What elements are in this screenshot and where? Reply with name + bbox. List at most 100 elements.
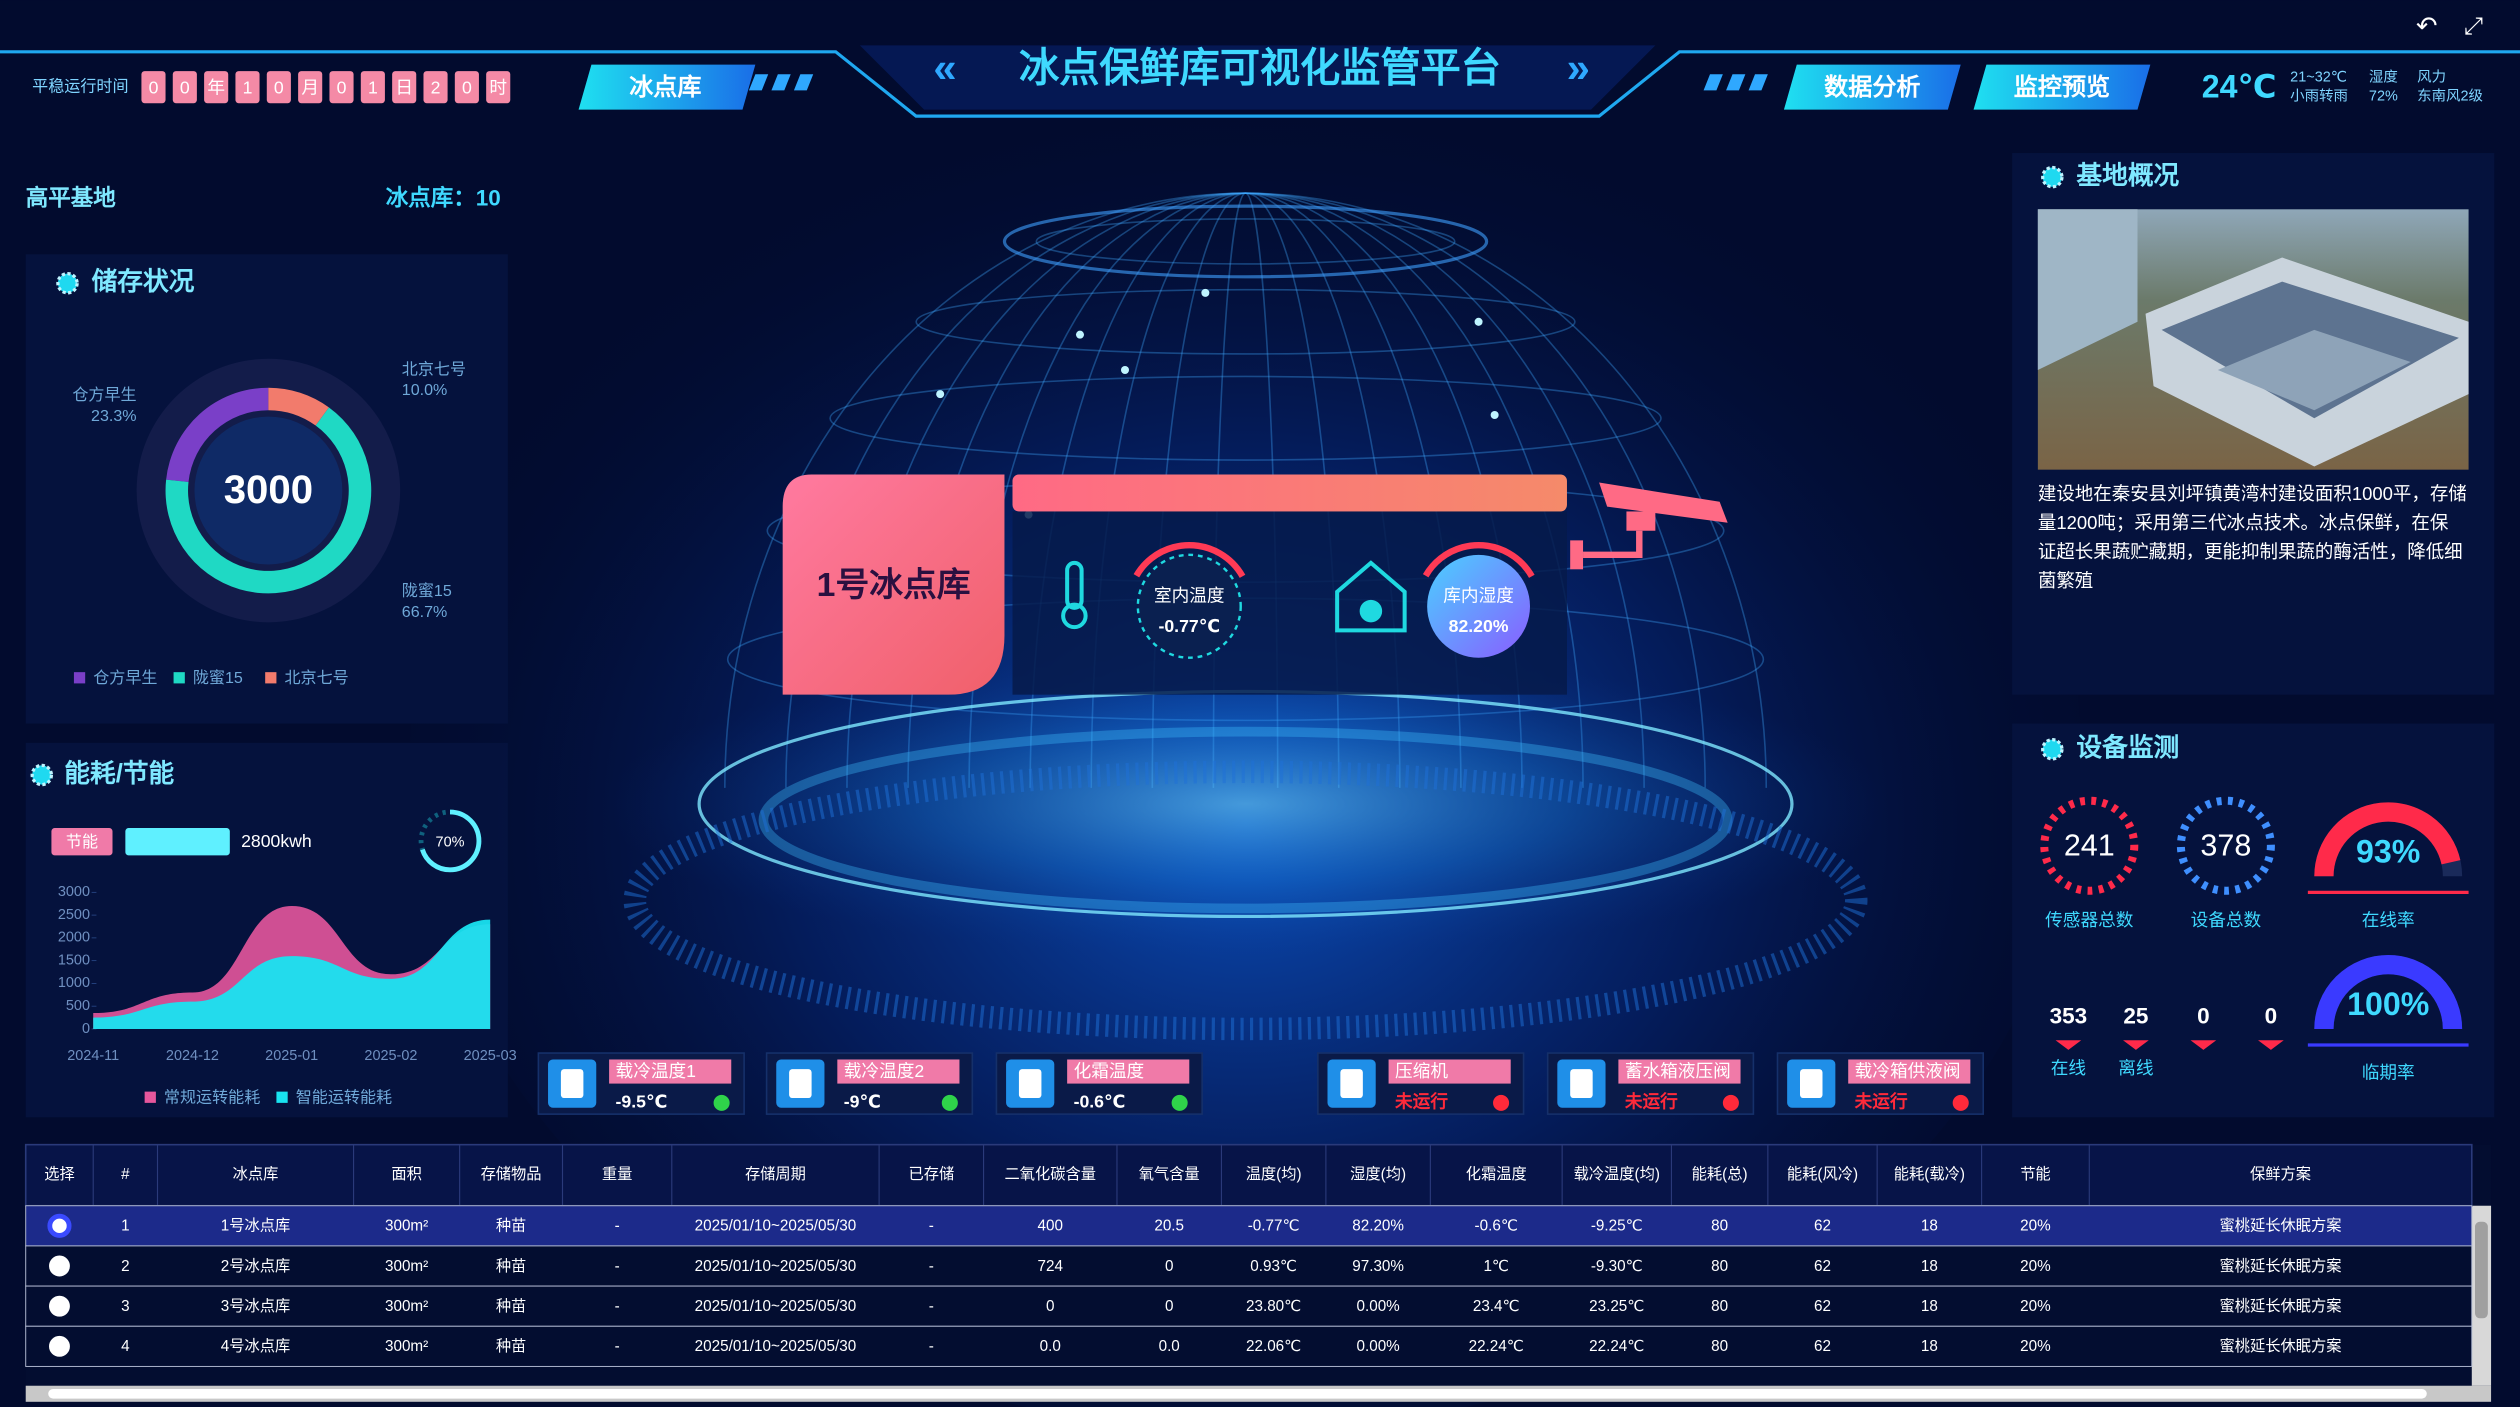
table-cell: 蜜桃延长休眠方案 bbox=[2220, 1337, 2342, 1355]
row-radio[interactable] bbox=[49, 1255, 70, 1277]
table-cell: 3号冰点库 bbox=[221, 1298, 290, 1315]
count-label: 在线 bbox=[2051, 1058, 2086, 1078]
count-marker bbox=[2055, 1040, 2082, 1050]
tag-label: 节能 bbox=[66, 833, 98, 851]
globe-meridian bbox=[1029, 192, 1462, 788]
nav-button[interactable] bbox=[578, 64, 756, 110]
table-cell: 0.93℃ bbox=[1250, 1258, 1297, 1275]
globe-node bbox=[1075, 330, 1085, 339]
status-value: -9℃ bbox=[844, 1092, 881, 1112]
status-name-bar bbox=[609, 1059, 732, 1084]
status-value: 未运行 bbox=[1855, 1091, 1908, 1112]
description-line: 证超长果蔬贮藏期，更能抑制果蔬的酶活性，降低细 bbox=[2038, 541, 2463, 562]
runtime-box bbox=[172, 71, 197, 104]
table-cell: 18 bbox=[1921, 1338, 1938, 1355]
area bbox=[93, 919, 491, 1029]
weather-label: 风力 bbox=[2417, 68, 2446, 85]
legend-label: 陇蜜15 bbox=[193, 668, 243, 687]
fullscreen-icon[interactable]: ⤢ bbox=[2464, 13, 2483, 40]
description-line: 菌繁殖 bbox=[2038, 570, 2093, 591]
count-value: 353 bbox=[2050, 1004, 2088, 1029]
row-radio[interactable] bbox=[49, 1295, 70, 1317]
weather-humidity: 72% bbox=[2369, 89, 2398, 105]
row-radio[interactable] bbox=[49, 1335, 70, 1357]
table-cell: 80 bbox=[1711, 1258, 1728, 1275]
table-cell: 300m² bbox=[385, 1338, 428, 1355]
ring-label: 70% bbox=[436, 834, 465, 850]
camera-icon bbox=[1570, 482, 1728, 570]
deco-stripes bbox=[748, 74, 814, 91]
globe-parallel bbox=[1035, 218, 1456, 265]
status-icon-inner bbox=[1340, 1069, 1363, 1099]
donut-center bbox=[194, 416, 343, 565]
table-cell: 80 bbox=[1711, 1218, 1728, 1235]
y-tick-label: 3000 bbox=[58, 884, 90, 900]
status-icon-inner bbox=[560, 1069, 584, 1099]
nav-button[interactable] bbox=[1783, 64, 1961, 110]
table-cell: -9.25℃ bbox=[1591, 1218, 1643, 1235]
legend-label: 仓方早生 bbox=[93, 669, 157, 687]
runtime-digit: 0 bbox=[337, 77, 347, 97]
section-icon bbox=[2041, 738, 2064, 761]
table-row bbox=[25, 1325, 2473, 1367]
section-icon bbox=[30, 763, 54, 787]
stat-ring bbox=[2176, 796, 2275, 895]
globe-parallel bbox=[829, 375, 1662, 461]
x-tick-label: 2024-11 bbox=[67, 1048, 119, 1064]
globe-cap bbox=[1002, 204, 1489, 279]
column-header: 节能 bbox=[2020, 1166, 2050, 1183]
stat-ring bbox=[2040, 796, 2139, 895]
table-cell: 20% bbox=[2020, 1298, 2051, 1315]
scrollbar-thumb[interactable] bbox=[2475, 1221, 2488, 1319]
x-tick-label: 2025-01 bbox=[265, 1048, 318, 1064]
table-cell: 2025/01/10~2025/05/30 bbox=[695, 1298, 857, 1315]
table-cell: 20.5 bbox=[1154, 1218, 1184, 1235]
gauge-label: 室内温度 bbox=[1154, 585, 1225, 605]
table-cell: 62 bbox=[1814, 1338, 1831, 1355]
photo-sky bbox=[2037, 209, 2138, 371]
status-name-bar bbox=[1618, 1059, 1741, 1084]
globe-parallel bbox=[915, 288, 1576, 355]
runtime-digit: 1 bbox=[368, 77, 378, 97]
count-marker bbox=[2123, 1040, 2149, 1050]
table-cell: 23.25℃ bbox=[1589, 1298, 1644, 1315]
table-cell: 18 bbox=[1921, 1218, 1938, 1235]
runtime-box bbox=[423, 71, 448, 104]
table-cell: 2025/01/10~2025/05/30 bbox=[695, 1338, 857, 1355]
thermometer-icon bbox=[1061, 560, 1088, 630]
status-icon-inner bbox=[1800, 1069, 1823, 1099]
stat-value: 241 bbox=[2064, 828, 2115, 862]
status-dot bbox=[1952, 1094, 1969, 1111]
table-cell: 0.0 bbox=[1040, 1338, 1061, 1355]
table-cell: 0 bbox=[1165, 1258, 1173, 1275]
legend-label: 智能运转能耗 bbox=[296, 1088, 392, 1106]
store-card bbox=[782, 474, 1005, 695]
table-cell: -9.30℃ bbox=[1591, 1258, 1643, 1275]
panel-title: 储存状况 bbox=[92, 266, 195, 296]
gauge-name: 临期率 bbox=[2362, 1063, 2415, 1083]
globe-meridian bbox=[907, 192, 1584, 788]
table-cell: 0.0 bbox=[1159, 1338, 1180, 1355]
store-bar bbox=[1012, 474, 1567, 512]
weather-label: 湿度 bbox=[2369, 68, 2398, 85]
table-cell: 1 bbox=[121, 1218, 129, 1235]
scrollbar-thumb[interactable] bbox=[48, 1388, 2427, 1399]
table-cell: 20% bbox=[2020, 1338, 2051, 1355]
table-header bbox=[24, 1143, 2473, 1207]
table-cell: - bbox=[929, 1258, 934, 1275]
table-cell: 62 bbox=[1814, 1298, 1831, 1315]
status-value: 未运行 bbox=[1625, 1091, 1678, 1112]
status-name: 载冷温度2 bbox=[844, 1061, 924, 1081]
column-header: 温度(均) bbox=[1246, 1166, 1302, 1183]
gauge-value: 82.20% bbox=[1449, 616, 1509, 636]
back-icon[interactable]: ↶ bbox=[2416, 12, 2438, 40]
row-radio[interactable] bbox=[47, 1213, 72, 1238]
status-icon-inner bbox=[1570, 1069, 1593, 1099]
nav-button[interactable] bbox=[1973, 64, 2151, 110]
donut-label: 仓方早生 bbox=[72, 386, 136, 404]
status-name: 压缩机 bbox=[1395, 1061, 1448, 1081]
legend-swatch bbox=[276, 1091, 288, 1103]
table-cell: 23.4℃ bbox=[1473, 1298, 1520, 1315]
globe-meridian bbox=[968, 192, 1523, 788]
